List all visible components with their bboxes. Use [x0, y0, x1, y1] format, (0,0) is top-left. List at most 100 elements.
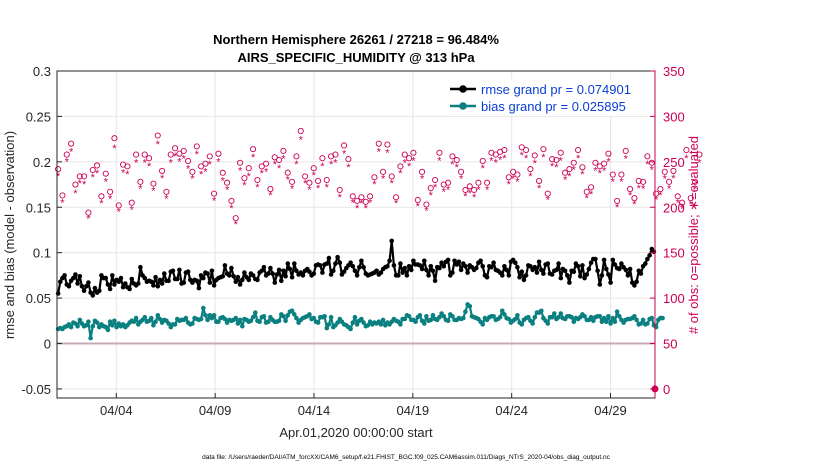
possible-obs-marker [653, 190, 660, 197]
rmse-point [478, 258, 483, 264]
evaluated-obs-marker: * [658, 190, 663, 202]
rmse-point [450, 270, 455, 275]
bias-point [240, 323, 245, 329]
evaluated-obs-marker: * [203, 166, 208, 178]
bias-point [380, 317, 386, 323]
rmse-point [276, 267, 282, 273]
possible-obs-marker [163, 188, 170, 195]
possible-obs-marker [453, 156, 460, 164]
bias-point [352, 314, 358, 320]
rmse-point [246, 277, 252, 283]
evaluated-obs-marker: * [364, 203, 369, 215]
possible-obs-marker [553, 156, 560, 164]
bias-point [266, 319, 271, 325]
rmse-point [556, 261, 561, 266]
rmse-point [610, 257, 616, 263]
possible-obs-marker [267, 186, 274, 193]
bias-point [261, 314, 267, 319]
possible-obs-marker [185, 157, 192, 164]
possible-obs-marker [570, 159, 577, 166]
evaluated-obs-marker: * [476, 185, 481, 197]
possible-obs-marker [562, 169, 569, 176]
evaluated-obs-marker: * [251, 152, 256, 164]
possible-obs-marker [63, 151, 70, 158]
bias-point [424, 314, 429, 319]
rmse-point [177, 267, 182, 273]
evaluated-obs-marker: * [450, 159, 455, 171]
possible-obs-marker [211, 190, 218, 197]
possible-obs-marker [94, 162, 101, 169]
rmse-point [151, 283, 156, 288]
bias-point [491, 314, 496, 319]
evaluated-obs-marker: * [82, 179, 87, 191]
rmse-point [567, 280, 572, 285]
evaluated-obs-marker: * [177, 156, 182, 168]
possible-obs-marker [310, 165, 317, 172]
rmse-point [549, 272, 555, 277]
rmse-point [521, 277, 527, 283]
chart-title-line2: AIRS_SPECIFIC_HUMIDITY @ 313 hPa [237, 50, 475, 65]
evaluated-obs-marker: * [693, 184, 698, 196]
bias-point [90, 323, 96, 329]
bias-point [75, 323, 80, 329]
possible-obs-marker [198, 163, 205, 170]
possible-obs-marker [458, 168, 465, 175]
rmse-point [385, 264, 390, 269]
evaluated-obs-marker: * [671, 173, 676, 185]
evaluated-obs-marker: * [546, 195, 551, 207]
possible-obs-marker [592, 159, 599, 166]
bias-point [203, 313, 208, 318]
bias-point [142, 314, 148, 320]
possible-obs-marker [258, 163, 265, 170]
rmse-point [222, 263, 228, 268]
rmse-point [211, 283, 217, 288]
possible-obs-marker [284, 169, 291, 176]
evaluated-obs-marker: * [394, 198, 399, 210]
possible-obs-marker [354, 197, 361, 204]
bias-point [276, 318, 282, 324]
bias-point [324, 325, 330, 331]
bias-point [430, 313, 436, 318]
evaluated-obs-marker: * [502, 153, 507, 165]
rmse-point [617, 266, 622, 272]
evaluated-obs-marker: * [663, 174, 668, 186]
possible-obs-marker [531, 152, 538, 159]
rmse-point [142, 275, 148, 281]
bias-point [497, 314, 503, 320]
rmse-point [627, 266, 633, 272]
rmse-point [458, 267, 464, 273]
x-tick-label: 04/04 [100, 403, 133, 418]
bias-point [172, 322, 178, 327]
evaluated-obs-marker: * [537, 183, 542, 195]
rmse-point [274, 272, 280, 277]
rmse-point [465, 270, 470, 275]
evaluated-obs-marker: * [286, 175, 291, 187]
rmse-point [318, 263, 323, 268]
bias-point [292, 312, 297, 317]
rmse-point [409, 267, 414, 273]
possible-obs-marker [241, 175, 248, 182]
rmse-point [558, 275, 564, 281]
possible-obs-marker [293, 153, 300, 160]
bias-point [315, 320, 321, 325]
evaluated-obs-marker: * [589, 189, 594, 201]
possible-obs-marker [124, 163, 131, 170]
rmse-point [357, 264, 362, 270]
bias-point [250, 314, 256, 320]
rmse-point [84, 284, 89, 289]
rmse-point [422, 258, 427, 264]
bias-point [608, 321, 613, 326]
rmse-point [155, 284, 161, 289]
bias-point [660, 315, 665, 321]
rmse-point [335, 254, 340, 260]
rmse-point [75, 281, 80, 286]
rmse-point [326, 255, 332, 261]
evaluated-obs-marker: * [641, 184, 646, 196]
bias-point [398, 322, 403, 327]
rmse-point [328, 272, 334, 277]
bias-point [545, 321, 551, 326]
evaluated-obs-marker: * [225, 185, 230, 197]
bias-point [77, 317, 83, 323]
rmse-point [396, 273, 401, 278]
possible-obs-marker [692, 178, 699, 185]
